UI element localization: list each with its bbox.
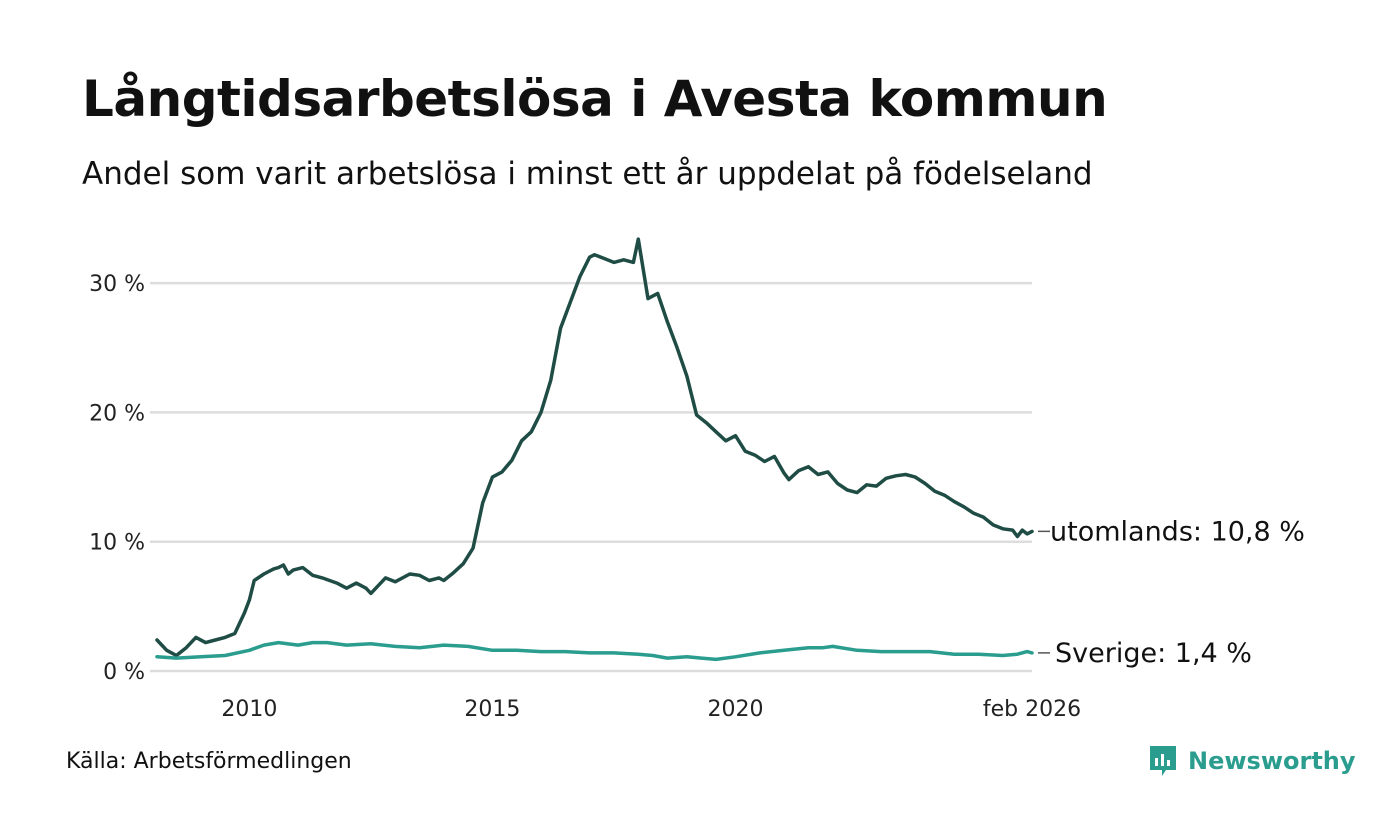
series-line-utomlands <box>155 237 1034 658</box>
y-tick-label: 30 % <box>89 272 145 297</box>
end-label-utomlands: utomlands: 10,8 % <box>1050 516 1305 547</box>
x-tick-label: 2020 <box>707 697 763 722</box>
series-end-labels: utomlands: 10,8 % Sverige: 1,4 % <box>1038 516 1305 669</box>
gridlines <box>150 281 1032 673</box>
x-tick-label: 2015 <box>464 697 520 722</box>
series-lines <box>155 237 1034 662</box>
y-tick-label: 10 % <box>89 531 145 556</box>
chart-subtitle: Andel som varit arbetslösa i minst ett å… <box>82 156 1093 192</box>
y-tick-label: 20 % <box>89 401 145 426</box>
source-note: Källa: Arbetsförmedlingen <box>66 749 352 774</box>
series-line-sverige <box>155 640 1034 662</box>
y-axis-ticks: 0 % 10 % 20 % 30 % <box>89 272 145 685</box>
x-axis-ticks: 2010 2015 2020 feb 2026 <box>221 697 1081 722</box>
newsworthy-logo-icon <box>1150 746 1176 776</box>
end-label-sverige: Sverige: 1,4 % <box>1055 638 1252 669</box>
y-tick-label: 0 % <box>103 660 145 685</box>
brand-logo: Newsworthy <box>1148 744 1356 778</box>
x-tick-label: 2010 <box>221 697 277 722</box>
brand-name: Newsworthy <box>1188 747 1356 775</box>
chart-title: Långtidsarbetslösa i Avesta kommun <box>82 70 1108 128</box>
x-tick-label: feb 2026 <box>983 697 1081 722</box>
